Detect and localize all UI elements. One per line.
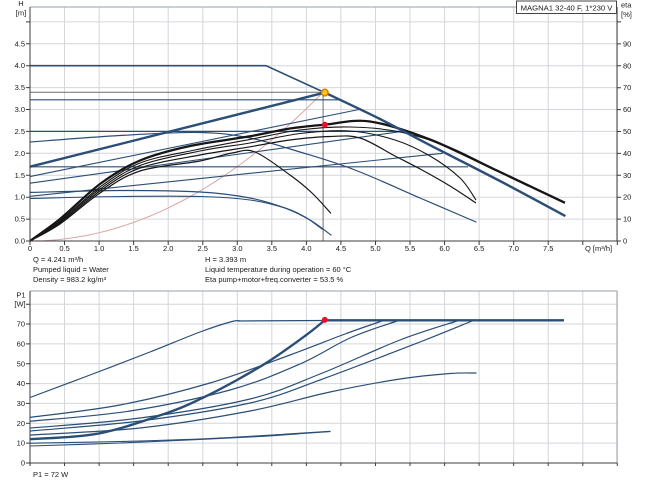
svg-text:60: 60 bbox=[17, 339, 25, 348]
svg-text:20: 20 bbox=[623, 193, 631, 202]
svg-text:Liquid temperature during oper: Liquid temperature during operation = 60… bbox=[205, 265, 352, 274]
svg-text:1.0: 1.0 bbox=[94, 244, 104, 253]
svg-text:MAGNA1 32-40 F, 1*230 V: MAGNA1 32-40 F, 1*230 V bbox=[521, 4, 614, 13]
svg-text:P1: P1 bbox=[16, 291, 25, 300]
svg-text:1.5: 1.5 bbox=[128, 244, 138, 253]
svg-text:30: 30 bbox=[17, 399, 25, 408]
svg-text:3.5: 3.5 bbox=[267, 244, 277, 253]
svg-text:2.5: 2.5 bbox=[198, 244, 208, 253]
svg-text:5.0: 5.0 bbox=[370, 244, 380, 253]
svg-text:0: 0 bbox=[623, 237, 627, 246]
svg-text:eta: eta bbox=[621, 1, 632, 10]
svg-text:0: 0 bbox=[21, 459, 25, 468]
svg-text:10: 10 bbox=[17, 439, 25, 448]
svg-text:[%]: [%] bbox=[621, 10, 632, 19]
svg-text:90: 90 bbox=[623, 39, 631, 48]
svg-text:0.5: 0.5 bbox=[15, 215, 25, 224]
svg-text:1.5: 1.5 bbox=[15, 171, 25, 180]
svg-text:H: H bbox=[18, 0, 23, 8]
svg-text:4.0: 4.0 bbox=[15, 61, 25, 70]
svg-text:3.5: 3.5 bbox=[15, 83, 25, 92]
svg-text:80: 80 bbox=[623, 61, 631, 70]
svg-text:Density = 983.2 kg/m³: Density = 983.2 kg/m³ bbox=[33, 275, 107, 284]
svg-text:4.5: 4.5 bbox=[336, 244, 346, 253]
svg-text:6.5: 6.5 bbox=[474, 244, 484, 253]
svg-text:4.0: 4.0 bbox=[301, 244, 311, 253]
svg-text:P1 = 72 W: P1 = 72 W bbox=[33, 470, 69, 479]
svg-text:7.5: 7.5 bbox=[543, 244, 553, 253]
svg-text:2.0: 2.0 bbox=[15, 149, 25, 158]
svg-text:50: 50 bbox=[623, 127, 631, 136]
svg-text:3.0: 3.0 bbox=[232, 244, 242, 253]
svg-text:[W]: [W] bbox=[14, 300, 25, 309]
svg-text:1.0: 1.0 bbox=[15, 193, 25, 202]
svg-text:2.0: 2.0 bbox=[163, 244, 173, 253]
svg-text:3.0: 3.0 bbox=[15, 105, 25, 114]
svg-text:0.5: 0.5 bbox=[59, 244, 69, 253]
svg-text:10: 10 bbox=[623, 215, 631, 224]
svg-text:20: 20 bbox=[17, 419, 25, 428]
svg-text:30: 30 bbox=[623, 171, 631, 180]
svg-text:40: 40 bbox=[623, 149, 631, 158]
svg-text:Q = 4.241 m³/h: Q = 4.241 m³/h bbox=[33, 255, 83, 264]
svg-text:60: 60 bbox=[623, 105, 631, 114]
svg-text:70: 70 bbox=[623, 83, 631, 92]
svg-text:Eta pump+motor+freq.converter: Eta pump+motor+freq.converter = 53.5 % bbox=[205, 275, 344, 284]
svg-text:Q [m³/h]: Q [m³/h] bbox=[585, 244, 612, 253]
svg-text:[m]: [m] bbox=[16, 9, 26, 18]
svg-text:0: 0 bbox=[28, 244, 32, 253]
svg-text:50: 50 bbox=[17, 359, 25, 368]
svg-text:Pumped liquid = Water: Pumped liquid = Water bbox=[33, 265, 109, 274]
svg-text:7.0: 7.0 bbox=[508, 244, 518, 253]
svg-text:4.5: 4.5 bbox=[15, 39, 25, 48]
svg-text:5.5: 5.5 bbox=[405, 244, 415, 253]
svg-text:70: 70 bbox=[17, 320, 25, 329]
svg-text:40: 40 bbox=[17, 379, 25, 388]
svg-text:0.0: 0.0 bbox=[15, 237, 25, 246]
svg-text:2.5: 2.5 bbox=[15, 127, 25, 136]
svg-text:H = 3.393 m: H = 3.393 m bbox=[205, 255, 246, 264]
svg-text:6.0: 6.0 bbox=[439, 244, 449, 253]
